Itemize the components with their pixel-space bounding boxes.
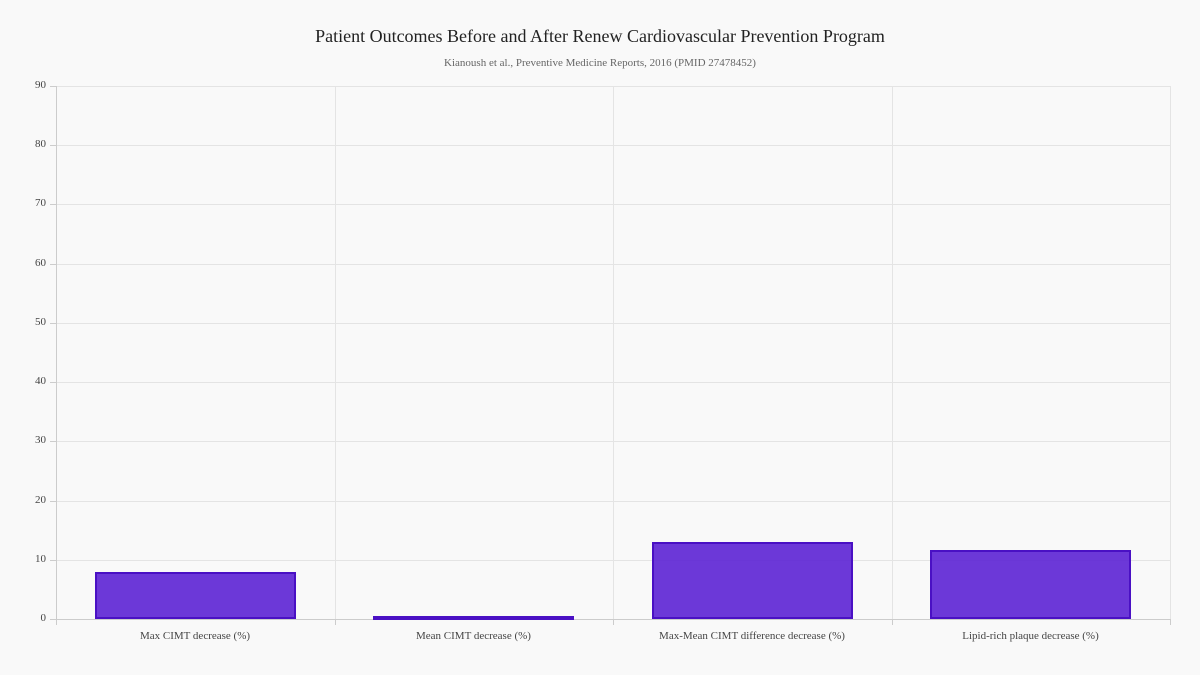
plot-area: 0 10 20 30 40 50 60 70 80 90 Max CIMT decrease (%)… <box>35 79 1171 642</box>
y-tick-label: 20 <box>35 493 46 506</box>
y-tick-label: 30 <box>35 434 46 447</box>
y-tick-label: 50 <box>35 315 46 328</box>
chart-subtitle: Kianoush et al., Preventive Medicine Rep… <box>444 57 756 69</box>
y-tick-label: 70 <box>35 197 46 210</box>
gridline-vertical <box>891 86 893 619</box>
y-tick-label: 80 <box>35 138 46 151</box>
x-tick-label: Max-Mean CIMT difference decrease (%) <box>659 630 845 642</box>
y-tick <box>50 86 56 87</box>
x-tick <box>334 619 336 625</box>
y-tick <box>50 500 56 502</box>
y-tick <box>50 145 56 147</box>
bar <box>373 616 574 620</box>
x-tick <box>56 619 57 625</box>
x-tick <box>891 619 893 625</box>
y-tick <box>50 441 56 443</box>
y-tick-label: 10 <box>35 552 46 565</box>
y-tick <box>50 263 56 265</box>
x-tick <box>1170 619 1171 625</box>
gridline-vertical <box>334 86 336 619</box>
chart-title: Patient Outcomes Before and After Renew … <box>315 26 885 46</box>
gridline-vertical <box>613 86 614 619</box>
bar <box>94 572 296 619</box>
x-tick-label: Mean CIMT decrease (%) <box>416 630 531 642</box>
y-tick <box>50 382 56 384</box>
y-tick <box>50 619 56 620</box>
y-axis <box>56 86 57 619</box>
gridline-vertical <box>1170 86 1171 619</box>
y-tick-label: 90 <box>35 79 46 91</box>
x-tick-label: Lipid-rich plaque decrease (%) <box>962 630 1099 642</box>
x-axis <box>56 619 1170 620</box>
y-tick <box>50 204 56 206</box>
x-tick <box>613 619 614 625</box>
y-tick-label: 0 <box>40 612 47 624</box>
y-tick-label: 40 <box>35 375 46 388</box>
y-tick <box>50 559 56 561</box>
bar <box>930 549 1131 619</box>
x-tick-label: Max CIMT decrease (%) <box>139 630 251 642</box>
y-tick-label: 60 <box>35 256 46 269</box>
bar <box>651 542 853 619</box>
y-tick <box>50 322 56 324</box>
